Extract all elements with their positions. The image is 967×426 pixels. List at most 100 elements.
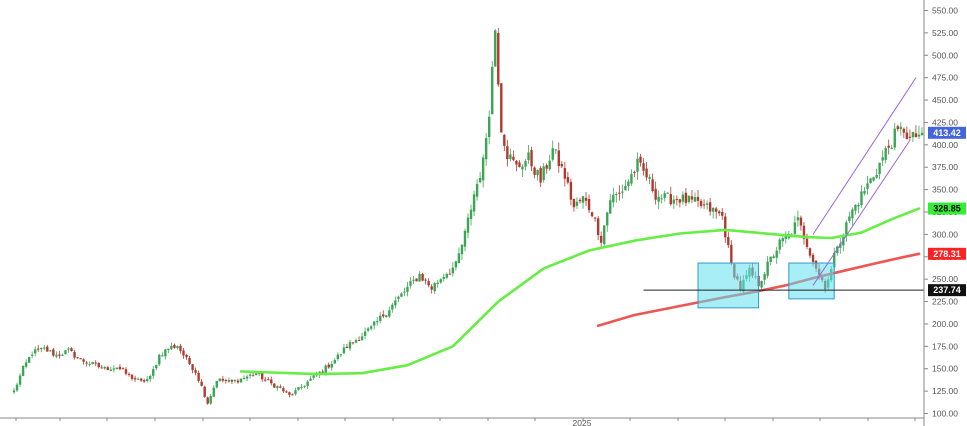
candle-body xyxy=(896,126,899,130)
y-tick-label: 175.00 xyxy=(932,341,958,351)
candle xyxy=(215,380,218,389)
candle xyxy=(869,177,872,184)
candle-body xyxy=(590,212,594,217)
candle-body xyxy=(869,178,872,184)
candle-body xyxy=(342,347,346,354)
candle xyxy=(687,195,691,204)
candle xyxy=(772,254,775,259)
candle-body xyxy=(845,222,848,236)
candle xyxy=(660,194,663,204)
candle xyxy=(718,209,721,216)
candle xyxy=(300,384,303,390)
candle-body xyxy=(312,375,315,378)
candles-layer xyxy=(12,28,924,405)
candle-body xyxy=(385,315,388,318)
channel-line[interactable] xyxy=(812,140,911,286)
candle xyxy=(203,385,206,398)
candle xyxy=(391,302,394,313)
candle-body xyxy=(639,156,642,163)
highlight-box[interactable] xyxy=(697,262,760,309)
candle-body xyxy=(30,354,34,356)
candle xyxy=(603,224,606,247)
candle xyxy=(245,374,249,382)
candle xyxy=(64,349,67,355)
candle xyxy=(896,124,899,132)
candle-body xyxy=(227,379,231,382)
candle-body xyxy=(300,386,303,388)
channel-line[interactable] xyxy=(812,77,917,235)
candle xyxy=(615,192,618,203)
candle xyxy=(917,125,921,139)
candle xyxy=(430,284,433,294)
candle-body xyxy=(693,197,697,202)
candle xyxy=(663,190,666,202)
candle xyxy=(727,231,730,248)
candle xyxy=(593,216,597,222)
candle-body xyxy=(769,256,772,263)
candle-body xyxy=(67,348,70,350)
candle-body xyxy=(766,261,769,276)
candle-body xyxy=(875,175,878,178)
candle-body xyxy=(808,248,812,256)
candle-body xyxy=(348,342,352,349)
candle-body xyxy=(273,383,276,388)
candle xyxy=(188,355,191,365)
candle xyxy=(372,321,376,330)
candle-body xyxy=(657,196,660,202)
y-tick-label: 500.00 xyxy=(932,50,958,60)
candle-body xyxy=(372,321,376,326)
candle-body xyxy=(188,358,191,365)
candle xyxy=(18,373,22,387)
candle-body xyxy=(584,197,588,201)
candle-body xyxy=(206,397,209,404)
candle-body xyxy=(839,243,842,248)
candle xyxy=(548,155,551,171)
candle xyxy=(778,237,781,255)
candle xyxy=(124,367,128,376)
candle xyxy=(233,379,237,383)
candle xyxy=(624,179,627,191)
candle xyxy=(475,179,479,201)
candle xyxy=(872,176,875,182)
candle xyxy=(339,353,343,358)
moving-average-slow-layer xyxy=(596,252,921,327)
candle-body xyxy=(173,344,176,348)
candle xyxy=(899,122,903,136)
candle xyxy=(651,173,654,193)
candle xyxy=(12,387,16,395)
candle xyxy=(30,351,34,359)
candle-body xyxy=(645,168,648,178)
candle xyxy=(73,349,76,360)
candle-body xyxy=(230,380,234,382)
candle xyxy=(648,173,651,185)
candle-body xyxy=(911,131,915,138)
candle-body xyxy=(139,378,143,381)
candle xyxy=(264,376,267,382)
candle-body xyxy=(557,150,560,167)
candle xyxy=(781,234,784,247)
candle xyxy=(127,372,131,377)
candle xyxy=(112,365,116,373)
y-tick-label: 125.00 xyxy=(932,386,958,396)
candle-body xyxy=(182,350,185,356)
candle-body xyxy=(448,273,452,275)
candle-body xyxy=(176,346,179,349)
candle-body xyxy=(857,205,860,207)
candle xyxy=(351,342,355,345)
candle xyxy=(784,231,787,244)
candle xyxy=(503,134,506,151)
candle-body xyxy=(596,218,600,236)
candle-body xyxy=(799,217,803,226)
candle xyxy=(705,200,709,210)
candle xyxy=(403,287,406,297)
candle-body xyxy=(842,237,845,246)
candle xyxy=(497,28,500,87)
highlight-box[interactable] xyxy=(788,262,835,300)
candle xyxy=(394,296,397,309)
candle-body xyxy=(267,379,270,381)
candle xyxy=(418,271,421,282)
candle-body xyxy=(878,162,881,175)
candle xyxy=(657,190,660,209)
candle-body xyxy=(575,201,579,206)
